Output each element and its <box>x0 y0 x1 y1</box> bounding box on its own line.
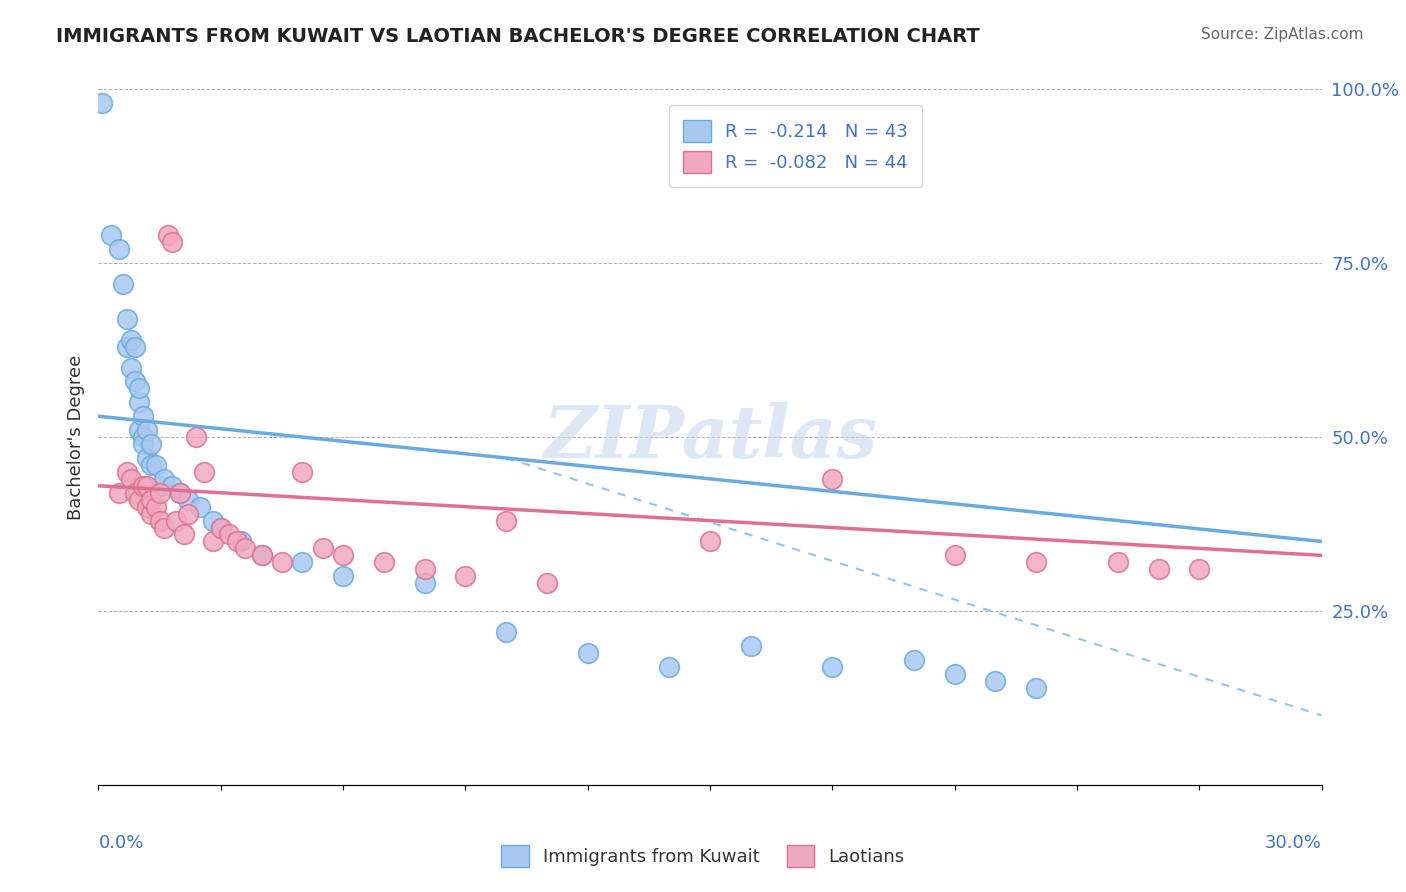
Point <box>495 514 517 528</box>
Point <box>177 492 200 507</box>
Point <box>152 520 174 534</box>
Point <box>250 549 273 563</box>
Point <box>108 242 131 256</box>
Point <box>332 569 354 583</box>
Point <box>124 375 146 389</box>
Point <box>165 514 187 528</box>
Point <box>145 500 167 514</box>
Y-axis label: Bachelor's Degree: Bachelor's Degree <box>66 354 84 520</box>
Point <box>100 228 122 243</box>
Point <box>120 333 142 347</box>
Point <box>1147 562 1170 576</box>
Point <box>124 485 146 500</box>
Point <box>132 430 155 444</box>
Point <box>821 472 844 486</box>
Point <box>132 479 155 493</box>
Point <box>149 479 172 493</box>
Point <box>173 527 195 541</box>
Point <box>136 500 159 514</box>
Point <box>495 624 517 639</box>
Point <box>984 673 1007 688</box>
Point <box>156 228 179 243</box>
Point <box>160 235 183 250</box>
Point <box>115 340 138 354</box>
Point <box>576 646 599 660</box>
Text: ZIPatlas: ZIPatlas <box>543 401 877 473</box>
Point <box>145 458 167 472</box>
Point <box>821 659 844 673</box>
Point <box>536 576 558 591</box>
Point <box>111 277 134 291</box>
Point <box>169 485 191 500</box>
Point <box>141 492 163 507</box>
Point <box>141 437 163 451</box>
Point <box>218 527 240 541</box>
Point <box>128 381 150 395</box>
Point <box>186 430 208 444</box>
Point <box>136 423 159 437</box>
Legend: Immigrants from Kuwait, Laotians: Immigrants from Kuwait, Laotians <box>495 838 911 874</box>
Point <box>1025 681 1047 695</box>
Point <box>120 360 142 375</box>
Point <box>226 534 249 549</box>
Text: IMMIGRANTS FROM KUWAIT VS LAOTIAN BACHELOR'S DEGREE CORRELATION CHART: IMMIGRANTS FROM KUWAIT VS LAOTIAN BACHEL… <box>56 27 980 45</box>
Point <box>1188 562 1211 576</box>
Point <box>128 423 150 437</box>
Point <box>209 520 232 534</box>
Point <box>699 534 721 549</box>
Point <box>250 549 273 563</box>
Point <box>413 562 436 576</box>
Point <box>188 500 212 514</box>
Point <box>132 437 155 451</box>
Text: Source: ZipAtlas.com: Source: ZipAtlas.com <box>1201 27 1364 42</box>
Point <box>373 555 395 569</box>
Point <box>169 485 191 500</box>
Point <box>136 479 159 493</box>
Point <box>413 576 436 591</box>
Point <box>740 639 762 653</box>
Point <box>201 534 224 549</box>
Point <box>128 492 150 507</box>
Point <box>193 465 215 479</box>
Point <box>149 514 172 528</box>
Point <box>291 555 314 569</box>
Point <box>141 458 163 472</box>
Point <box>1025 555 1047 569</box>
Point <box>115 311 138 326</box>
Point <box>903 653 925 667</box>
Point <box>943 666 966 681</box>
Point <box>291 465 314 479</box>
Point <box>149 485 172 500</box>
Point <box>233 541 256 556</box>
Point <box>231 534 253 549</box>
Point <box>120 472 142 486</box>
Point <box>132 409 155 424</box>
Point <box>312 541 335 556</box>
Point <box>91 96 114 111</box>
Point <box>270 555 294 569</box>
Point <box>943 549 966 563</box>
Point <box>141 507 163 521</box>
Point <box>209 520 232 534</box>
Point <box>152 472 174 486</box>
Point <box>332 549 354 563</box>
Point <box>128 395 150 409</box>
Point <box>1107 555 1129 569</box>
Point <box>136 450 159 465</box>
Point <box>115 465 138 479</box>
Point <box>177 507 200 521</box>
Point <box>108 485 131 500</box>
Point <box>201 514 224 528</box>
Text: 0.0%: 0.0% <box>98 834 143 852</box>
Point <box>658 659 681 673</box>
Text: 30.0%: 30.0% <box>1265 834 1322 852</box>
Point <box>124 340 146 354</box>
Legend: R =  -0.214   N = 43, R =  -0.082   N = 44: R = -0.214 N = 43, R = -0.082 N = 44 <box>669 105 922 187</box>
Point <box>454 569 477 583</box>
Point <box>160 479 183 493</box>
